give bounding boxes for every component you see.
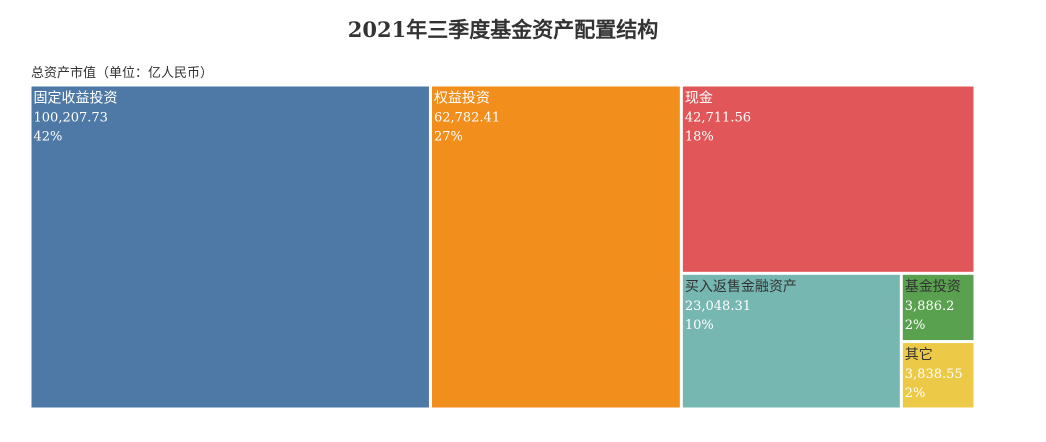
- tile-name-label: 权益投资: [434, 91, 490, 107]
- tile-value-label: 42,711.56: [685, 111, 751, 126]
- chart-subtitle: 总资产市值（单位：亿人民币）: [31, 66, 214, 81]
- treemap-tile-rect[interactable]: [31, 86, 429, 408]
- treemap-tile-rect[interactable]: [682, 274, 900, 408]
- tile-percent-label: 27%: [434, 130, 463, 145]
- treemap-tile-rect[interactable]: [682, 86, 974, 272]
- tile-name-label: 基金投资: [905, 278, 961, 295]
- chart-title: 2021年三季度基金资产配置结构: [347, 17, 659, 42]
- treemap-tile[interactable]: 权益投资 62,782.41 27%: [431, 86, 680, 408]
- tile-percent-label: 10%: [685, 318, 714, 333]
- tile-value-label: 23,048.31: [685, 299, 751, 314]
- treemap-tile[interactable]: 买入返售金融资产 23,048.31 10%: [682, 274, 900, 408]
- tile-value-label: 62,782.41: [434, 111, 500, 126]
- tile-percent-label: 18%: [685, 130, 714, 145]
- treemap-tile[interactable]: 基金投资 3,886.2 2%: [902, 274, 974, 341]
- tile-name-label: 买入返售金融资产: [685, 279, 797, 295]
- treemap-tile-rect[interactable]: [431, 86, 680, 408]
- tile-percent-label: 2%: [905, 318, 926, 333]
- tile-value-label: 3,838.55: [905, 367, 963, 382]
- tile-percent-label: 2%: [905, 386, 926, 401]
- tile-percent-label: 42%: [34, 130, 63, 145]
- treemap-tile[interactable]: 现金 42,711.56 18%: [682, 86, 974, 272]
- tile-value-label: 100,207.73: [34, 111, 108, 126]
- treemap-tile-rect[interactable]: [902, 274, 974, 341]
- treemap-tile[interactable]: 其它 3,838.55 2%: [902, 343, 974, 408]
- treemap-tile-rect[interactable]: [902, 343, 974, 408]
- tile-name-label: 固定收益投资: [34, 91, 118, 107]
- treemap-tile[interactable]: 固定收益投资 100,207.73 42%: [31, 86, 429, 408]
- tile-name-label: 现金: [685, 91, 713, 107]
- tile-value-label: 3,886.2: [905, 299, 955, 314]
- tile-name-label: 其它: [905, 346, 933, 363]
